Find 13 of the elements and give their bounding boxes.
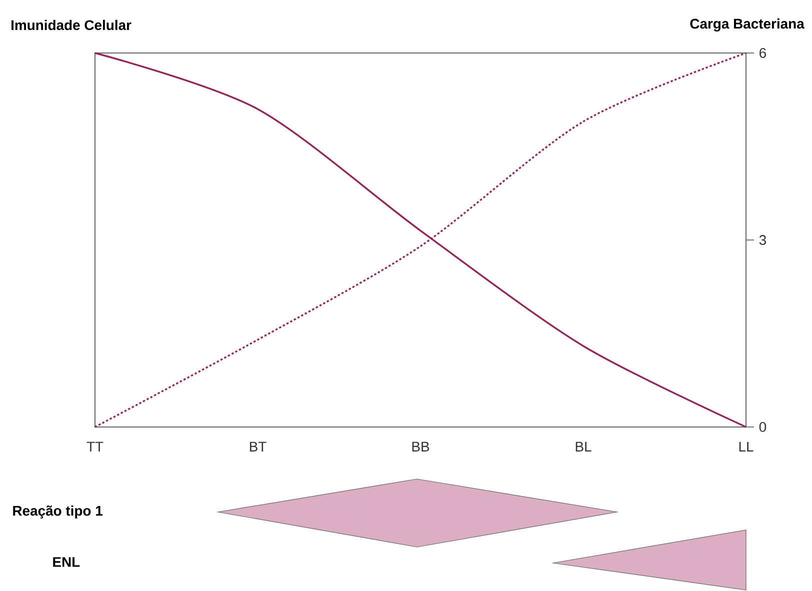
line-series	[94, 52, 747, 428]
x-tick-label: BB	[412, 442, 430, 452]
y2-axis-title: Carga Bacteriana	[690, 18, 804, 32]
text: Reação tipo 1	[13, 505, 102, 518]
x-tick-label: BL	[576, 442, 592, 452]
x-tick-label: BT	[250, 442, 266, 452]
text: ENL	[53, 557, 80, 567]
y-tick-label: 3	[759, 235, 766, 245]
y-tick-label: 6	[760, 48, 766, 58]
y-tick-label: 0	[759, 422, 766, 432]
x-tick-label: LL	[739, 442, 754, 452]
x-tick-label: TT	[86, 442, 104, 452]
y-axis-title: Imunidade Celular	[12, 20, 132, 30]
